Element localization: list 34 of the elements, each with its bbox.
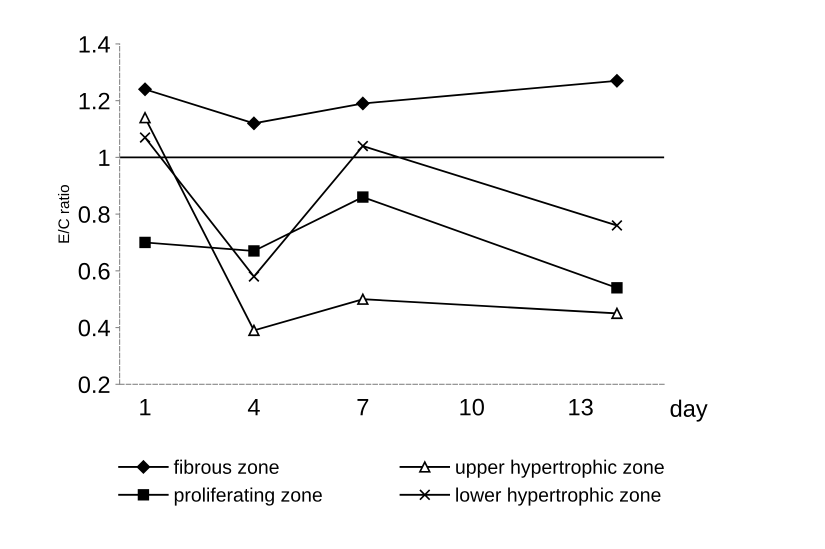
x-axis-title: day (670, 400, 708, 422)
point (611, 282, 623, 294)
y-tick-label: 0.8 (78, 206, 110, 223)
legend-label: lower hypertrophic zone (456, 488, 661, 506)
y-tick-label: 0.2 (78, 376, 110, 394)
point (139, 112, 151, 124)
point (248, 245, 260, 257)
legend-label: proliferating zone (174, 488, 322, 506)
point (356, 96, 370, 110)
point (248, 324, 260, 336)
legend-label: upper hypertrophic zone (456, 460, 664, 478)
point (247, 116, 261, 130)
y-tick-label: 1.4 (80, 36, 110, 52)
y-tick-label: 1 (99, 150, 110, 166)
point (610, 74, 624, 88)
legend-label: fibrous zone (174, 460, 279, 474)
point (139, 132, 151, 144)
point (138, 82, 152, 96)
x-tick-label: 4 (248, 399, 260, 416)
x-tick-label: 1 (140, 399, 150, 416)
y-tick-label: 0.4 (78, 320, 110, 336)
point (139, 236, 151, 248)
point (357, 140, 369, 152)
point (357, 191, 369, 203)
point (357, 294, 369, 305)
point (611, 308, 623, 320)
x-tick-label: 7 (357, 399, 368, 416)
x-tick-label: 13 (569, 398, 593, 416)
y-tick-label: 1.2 (80, 92, 110, 110)
y-axis-title: E/C ratio (58, 185, 70, 243)
x-tick-label: 10 (460, 398, 484, 416)
point (611, 220, 623, 232)
point (248, 270, 260, 282)
y-tick-label: 0.6 (78, 262, 110, 280)
